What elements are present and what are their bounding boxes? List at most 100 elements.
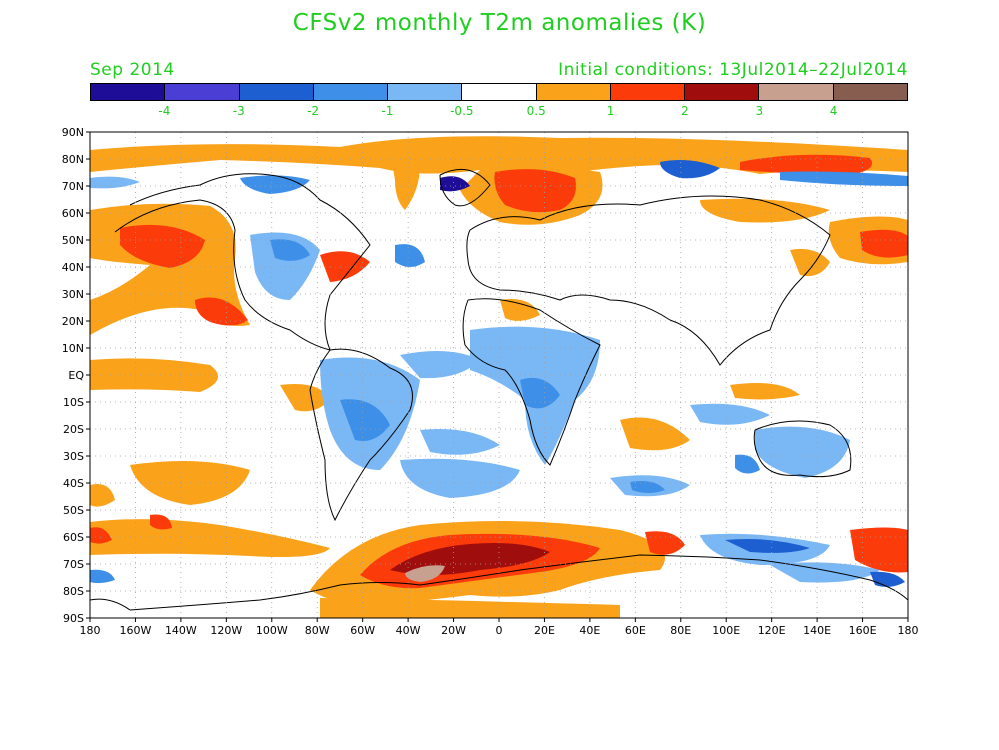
- colorbar-box: [462, 84, 537, 100]
- cold-anomaly-arctic-4: [780, 171, 908, 186]
- warm-anomaly-tropical-pacific: [90, 358, 218, 392]
- warm-anomaly-maritime: [730, 382, 800, 400]
- longitude-label: 80E: [670, 624, 691, 637]
- longitude-label: 120W: [210, 624, 242, 637]
- colorbar-box: [165, 84, 240, 100]
- colorbar-label: -2: [307, 104, 320, 118]
- longitude-label: 0: [496, 624, 503, 637]
- latitude-label: 70N: [62, 180, 84, 193]
- colorbar-label: -0.5: [450, 104, 474, 118]
- longitude-label: 60W: [350, 624, 375, 637]
- strong-warm-north-pacific: [120, 224, 205, 268]
- warm-anomaly-east-asia: [700, 198, 830, 223]
- colorbar-box: [91, 84, 166, 100]
- grid: [90, 132, 908, 618]
- cold-anomaly-australia: [755, 426, 850, 478]
- cold-anomaly-africa-core: [520, 377, 560, 409]
- latitude-label: 20N: [62, 315, 84, 328]
- strong-warm-california: [195, 297, 248, 326]
- colorbar-box: [388, 84, 463, 100]
- colorbar-box: [759, 84, 834, 100]
- latitude-label: EQ: [68, 369, 84, 382]
- colorbar-label: 4: [829, 104, 838, 118]
- colorbar-label: 3: [755, 104, 764, 118]
- cold-anomaly-south-atlantic-2: [400, 458, 520, 498]
- longitude-label: 100E: [712, 624, 740, 637]
- colorbar-label: -4: [158, 104, 171, 118]
- strong-warm-southern-ocean-2: [150, 514, 172, 530]
- cold-anomaly-south-atlantic: [420, 429, 500, 455]
- longitude-label: 80W: [305, 624, 330, 637]
- cold-anomaly-siberia: [660, 160, 720, 179]
- colorbar-label: -1: [381, 104, 394, 118]
- cold-anomaly-indian-ocean: [690, 403, 770, 425]
- warm-anomaly-greenland: [440, 136, 560, 160]
- strong-warm-scandinavia: [494, 169, 576, 213]
- colorbar-box: [313, 84, 389, 100]
- latitude-label: 40N: [62, 261, 84, 274]
- longitude-label: 160W: [120, 624, 152, 637]
- latitude-label: 20S: [63, 423, 84, 436]
- colorbar-label: 1: [606, 104, 615, 118]
- colorbar: [90, 83, 908, 101]
- colorbar-labels: -4 -3 -2 -1 -0.5 0.5 1 2 3 4: [90, 104, 908, 120]
- longitude-label: 100W: [256, 624, 288, 637]
- strong-warm-southern-ocean-west: [90, 527, 112, 544]
- coastlines: [90, 168, 908, 611]
- latitude-labels: 90N 80N 70N 60N 50N 40N 30N 20N 10N EQ 10S 20S 30S 40…: [62, 126, 90, 625]
- warm-anomaly-east-siberia: [740, 154, 872, 176]
- colorbar-box: [536, 84, 611, 100]
- latitude-label: 30S: [63, 450, 84, 463]
- map-title: CFSv2 monthly T2m anomalies (K): [292, 10, 707, 36]
- longitude-label: 140E: [803, 624, 831, 637]
- latitude-label: 30N: [62, 288, 84, 301]
- latitude-label: 50S: [63, 504, 84, 517]
- longitude-label: 20W: [441, 624, 466, 637]
- colorbar-box: [239, 84, 314, 100]
- latitude-label: 60N: [62, 207, 84, 220]
- longitude-label: 160E: [849, 624, 877, 637]
- longitude-label: 120E: [758, 624, 786, 637]
- cold-anomaly-antarctic-2: [770, 562, 880, 583]
- forecast-month: Sep 2014: [90, 60, 175, 80]
- anomaly-field: [90, 132, 908, 618]
- longitude-label: 60E: [625, 624, 646, 637]
- cold-anomaly-arctic-3: [90, 176, 140, 189]
- cold-anomaly-antarctic-east-core: [725, 539, 810, 553]
- latitude-label: 10N: [62, 342, 84, 355]
- latitude-label: 10S: [63, 396, 84, 409]
- cold-anomaly-atlantic-tropics: [400, 351, 480, 379]
- longitude-label: 20E: [534, 624, 555, 637]
- colorbar-box: [833, 84, 907, 100]
- latitude-label: 50N: [62, 234, 84, 247]
- colorbar-box: [685, 84, 760, 100]
- warm-anomaly-southern-ocean-west: [90, 519, 330, 557]
- cold-anomaly-australia-2: [735, 454, 760, 474]
- longitude-labels: 180 160W 140W 120W 100W 80W 60W 40W 20W 0 20E 40E 60…: [80, 618, 919, 637]
- latitude-label: 40S: [63, 477, 84, 490]
- latitude-label: 90N: [62, 126, 84, 139]
- longitude-label: 40W: [396, 624, 421, 637]
- cold-anomaly-south-america-core: [340, 399, 390, 441]
- latitude-label: 80N: [62, 153, 84, 166]
- colorbar-label: -3: [232, 104, 245, 118]
- cold-anomaly-antarctic-4: [90, 569, 115, 584]
- colorbar-label: 0.5: [526, 104, 546, 118]
- colorbar-box: [610, 84, 686, 100]
- cold-anomaly-south-indian-core: [630, 481, 665, 493]
- cold-anomaly-arctic-2: [440, 176, 470, 192]
- warm-anomaly-antarctic-east: [850, 527, 908, 573]
- longitude-label: 180: [80, 624, 101, 637]
- extreme-warm-antarctic: [405, 565, 445, 582]
- cold-anomaly-atlantic: [395, 244, 425, 267]
- warm-anomaly-indian-ocean: [620, 417, 690, 451]
- latitude-label: 70S: [63, 558, 84, 571]
- warm-anomaly-sahara: [500, 299, 540, 321]
- warm-anomaly-peru: [280, 384, 330, 412]
- warm-anomaly-antarctic-shelf: [320, 598, 620, 618]
- latitude-label: 80S: [63, 585, 84, 598]
- cold-anomaly-north-america-core: [270, 239, 310, 261]
- warm-anomaly-arctic-2: [390, 149, 420, 210]
- warm-anomaly-south-pacific-2: [90, 484, 115, 507]
